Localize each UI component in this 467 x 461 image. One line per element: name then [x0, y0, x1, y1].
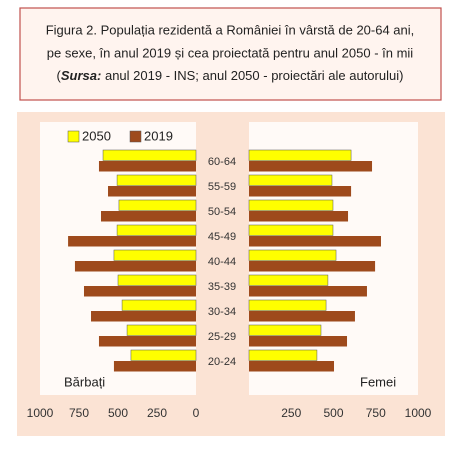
bar-right [249, 336, 348, 347]
category-label: 60-64 [208, 156, 236, 168]
legend-label: 2019 [144, 128, 173, 143]
x-tick-label: 250 [147, 406, 167, 420]
title-box [19, 7, 442, 101]
bar-right [249, 286, 367, 297]
bar-right [248, 149, 352, 161]
title-line: Figura 2. Populația rezidentă a României… [46, 22, 415, 37]
bar-left [102, 149, 197, 161]
bar-right [248, 224, 334, 236]
bar-left [116, 224, 197, 236]
bar-left [68, 236, 196, 247]
category-label: 55-59 [208, 181, 236, 193]
category-label: 35-39 [208, 281, 236, 293]
source-label: Sursa: [61, 68, 101, 83]
x-tick-label: 500 [108, 406, 128, 420]
right-panel-label: Femei [360, 374, 396, 389]
bar-left [117, 274, 197, 286]
bar-right [249, 311, 355, 322]
x-tick-label: 250 [281, 406, 301, 420]
x-tick-label: 750 [69, 406, 89, 420]
bar-left [74, 261, 196, 272]
category-label: 30-34 [208, 306, 236, 318]
category-label: 20-24 [208, 356, 236, 368]
x-tick-label: 750 [366, 406, 386, 420]
bar-left [98, 336, 196, 347]
x-tick-label: 0 [193, 406, 200, 420]
bar-right [248, 199, 334, 211]
bar-left [113, 249, 197, 261]
bar-left [121, 299, 197, 311]
bar-right [249, 361, 335, 372]
source-open: ( [57, 68, 62, 83]
title-line: pe sexe, în anul 2019 și cea proiectată … [47, 45, 414, 60]
bar-left [91, 311, 196, 322]
bar-right [249, 186, 352, 197]
bar-right [248, 249, 337, 261]
bar-left [126, 324, 197, 336]
bar-left [116, 174, 197, 186]
bar-left [118, 199, 197, 211]
bar-right [249, 161, 373, 172]
category-label: 45-49 [208, 231, 236, 243]
x-tick-label: 500 [323, 406, 343, 420]
bar-left [113, 361, 196, 372]
bar-left [83, 286, 196, 297]
category-label: 50-54 [208, 206, 236, 218]
x-tick-label: 1000 [405, 406, 432, 420]
bar-right [249, 261, 376, 272]
bar-left [130, 349, 197, 361]
bar-right [249, 236, 381, 247]
x-tick-label: 1000 [27, 406, 54, 420]
category-label: 40-44 [208, 256, 236, 268]
legend-swatch [129, 130, 142, 143]
bar-left [100, 211, 196, 222]
bar-left [108, 186, 196, 197]
bar-right [248, 324, 322, 336]
bar-right [248, 274, 329, 286]
source-line: (Sursa: anul 2019 - INS; anul 2050 - pro… [57, 68, 404, 83]
legend-label: 2050 [82, 128, 111, 143]
category-label: 25-29 [208, 331, 236, 343]
bar-left [98, 161, 196, 172]
source-text: anul 2019 - INS; anul 2050 - proiectări … [101, 68, 403, 83]
bar-right [248, 299, 327, 311]
legend-swatch [67, 130, 80, 143]
bar-right [249, 211, 349, 222]
bar-right [248, 174, 333, 186]
bar-right [248, 349, 318, 361]
left-panel-label: Bărbați [64, 374, 105, 389]
